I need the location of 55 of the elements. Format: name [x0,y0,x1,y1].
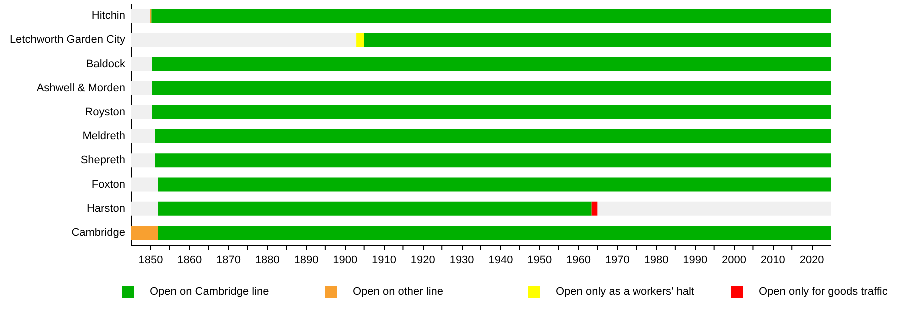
x-tick-label: 1920 [410,254,436,266]
legend-label: Open on Cambridge line [150,286,270,298]
x-tick-label: 1910 [372,254,397,266]
bar [131,81,152,96]
x-tick-label: 1980 [644,254,669,266]
x-tick-label: 1850 [138,254,164,266]
x-tick-label: 1890 [294,254,319,266]
bar [131,154,156,168]
bar [592,202,598,216]
y-tick-label: Baldock [86,58,126,70]
y-tick-label: Letchworth Garden City [10,34,126,46]
bar [156,130,831,144]
y-tick-label: Royston [85,106,126,118]
bar [152,81,831,96]
bar [131,130,156,144]
bar [152,9,831,24]
y-tick-label: Harston [86,202,126,215]
bar [131,9,150,24]
bar [158,202,592,216]
legend-label: Open only as a workers' halt [556,286,694,298]
bar [131,202,158,216]
x-tick-label: 1990 [683,254,708,266]
y-tick-label: Shepreth [80,154,126,167]
x-tick-label: 1860 [178,254,202,266]
bar [131,57,152,72]
x-tick-label: 1960 [566,254,591,266]
x-tick-label: 1900 [333,254,358,266]
legend-label: Open only for goods traffic [759,286,888,298]
bar [158,178,831,192]
bar [598,202,831,216]
bar [152,105,831,120]
x-tick-label: 1970 [605,254,630,266]
y-tick-label: Meldreth [82,130,126,143]
legend-label: Open on other line [353,286,444,298]
y-tick-label: Cambridge [72,226,126,239]
bar [131,33,357,48]
x-tick-label: 2010 [760,254,786,266]
x-tick-label: 1870 [216,254,241,266]
bar [131,178,158,192]
x-tick-label: 2020 [800,254,824,266]
x-tick-label: 1940 [488,254,514,266]
bar [131,105,152,120]
bar [152,57,831,72]
bar [131,226,158,240]
bar [364,33,831,48]
x-tick-label: 1880 [255,254,280,266]
x-tick-label: 1950 [528,254,552,266]
y-tick-label: Ashwell & Morden [36,82,126,94]
y-tick-label: Hitchin [92,10,126,22]
bar [156,154,831,168]
bar [158,226,831,240]
y-tick-label: Foxton [92,178,126,191]
x-tick-label: 2000 [722,254,747,266]
bar [356,33,364,48]
x-tick-label: 1930 [450,254,474,266]
